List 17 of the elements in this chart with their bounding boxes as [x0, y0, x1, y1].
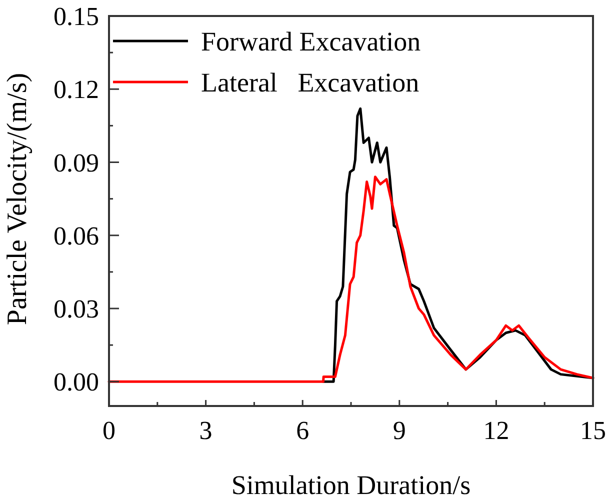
legend-label: Forward Excavation — [201, 26, 422, 56]
x-tick-label: 0 — [102, 416, 116, 445]
x-tick-label: 12 — [483, 416, 510, 445]
y-tick-label: 0.09 — [54, 148, 99, 178]
x-tick-label: 3 — [199, 416, 212, 445]
legend-label: Lateral Excavation — [201, 67, 420, 98]
y-tick-label: 0.03 — [54, 294, 99, 324]
y-tick-label: 0.00 — [54, 368, 99, 397]
y-tick-label: 0.12 — [54, 75, 99, 104]
y-tick-label: 0.15 — [54, 2, 99, 32]
x-axis-title: Simulation Duration/s — [231, 470, 471, 500]
line-series — [108, 176, 594, 383]
x-tick-label: 9 — [392, 416, 406, 445]
x-tick-label: 6 — [296, 416, 310, 445]
y-tick-label: 0.06 — [54, 221, 99, 250]
x-tick-label: 15 — [580, 416, 606, 445]
y-axis-title: Particle Velocity/(m/s) — [2, 72, 33, 326]
